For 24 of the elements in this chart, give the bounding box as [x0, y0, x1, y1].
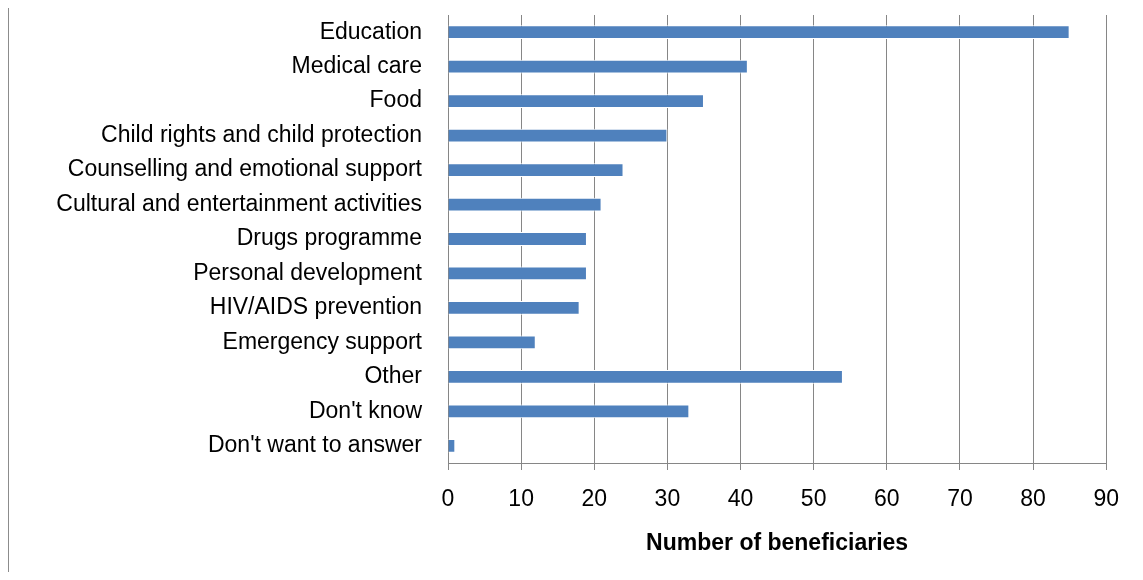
y-tick-label: Don't know — [308, 396, 423, 423]
x-tick-label: 30 — [654, 485, 681, 512]
x-tick-label: 60 — [874, 485, 900, 512]
y-tick-label: Emergency support — [222, 327, 423, 354]
x-tick-label: 10 — [508, 485, 534, 512]
y-tick-label: HIV/AIDS prevention — [209, 293, 422, 320]
y-tick-label: Cultural and entertainment activities — [56, 189, 422, 216]
y-tick-label: Food — [369, 86, 422, 113]
y-tick-label: Don't want to answer — [207, 431, 423, 458]
x-tick-label: 70 — [947, 485, 973, 512]
x-tick-label: 80 — [1020, 485, 1046, 512]
x-tick-label: 50 — [800, 485, 827, 512]
x-tick-label: 90 — [1093, 485, 1120, 512]
x-axis-title: Number of beneficiaries — [646, 528, 909, 555]
y-tick-label: Personal development — [193, 258, 423, 285]
y-tick-label: Medical care — [291, 52, 422, 79]
y-tick-label: Other — [364, 362, 423, 389]
y-tick-label: Child rights and child protection — [101, 120, 422, 147]
x-tick-label: 40 — [727, 485, 754, 512]
x-tick-label: 0 — [441, 485, 455, 512]
y-tick-label: Education — [319, 17, 422, 44]
y-tick-label: Drugs programme — [236, 224, 422, 251]
x-tick-label: 20 — [581, 485, 608, 512]
y-tick-label: Counselling and emotional support — [67, 155, 423, 182]
